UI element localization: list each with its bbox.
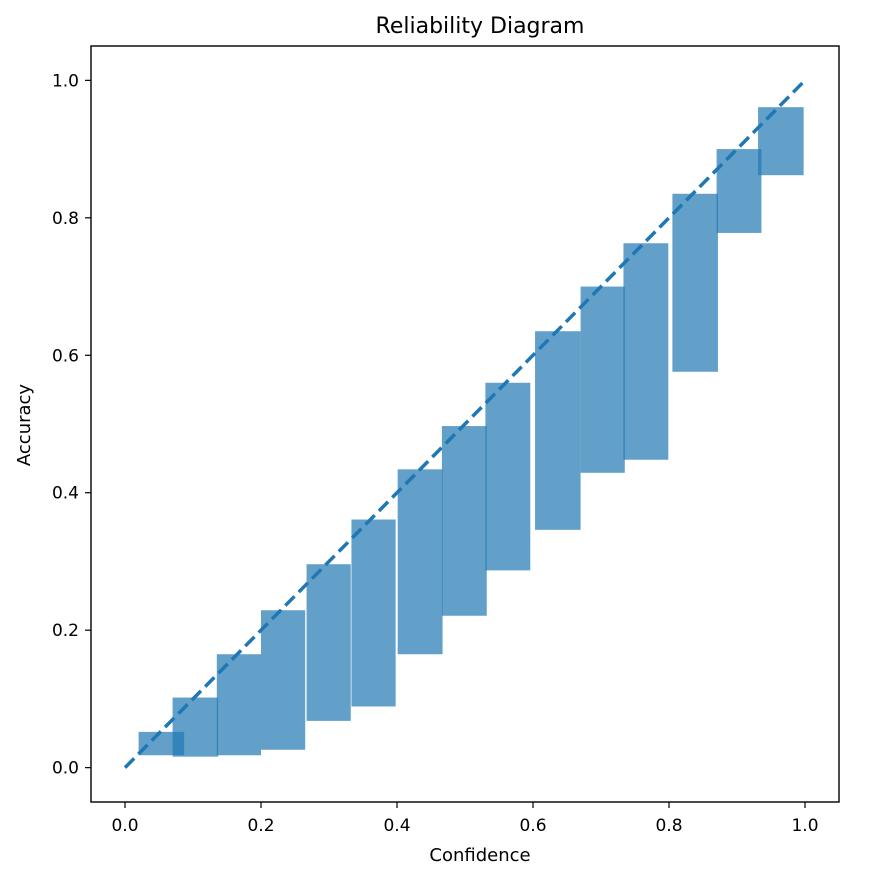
y-tick-label: 0.2 [52,621,79,641]
calibration-bar-2 [172,697,219,757]
x-axis-ticks: 0.0 0.2 0.4 0.6 0.8 1.0 [111,802,819,836]
calibration-bar-3 [216,654,261,756]
x-tick-label: 0.4 [383,816,410,836]
calibration-bar-9 [485,382,531,571]
chart-title: Reliability Diagram [376,14,585,39]
calibration-bar-10 [535,331,581,530]
y-axis-label: Accuracy [14,384,35,467]
calibration-bar-11 [580,286,625,473]
calibration-bar-15 [758,107,804,176]
x-axis-label: Confidence [429,845,530,866]
perfect-calibration-line [123,79,807,769]
x-tick-label: 0.8 [655,816,682,836]
y-tick-label: 0.0 [52,759,79,779]
x-tick-label: 0.6 [519,816,546,836]
bars-layer [138,107,804,757]
x-tick-label: 1.0 [791,816,818,836]
calibration-bar-13 [672,193,718,372]
calibration-bar-7 [397,469,443,655]
x-tick-label: 0.2 [247,816,274,836]
calibration-bar-14 [716,149,762,233]
plot-frame [90,45,840,803]
calibration-bar-4 [261,610,306,750]
y-tick-label: 1.0 [52,71,79,91]
y-tick-label: 0.6 [52,346,79,366]
calibration-bar-5 [306,564,351,721]
calibration-bar-6 [351,519,396,707]
calibration-bar-8 [441,426,487,616]
x-tick-label: 0.0 [111,816,138,836]
diagonal-layer [123,79,807,769]
y-tick-label: 0.8 [52,209,79,229]
y-axis-ticks: 0.0 0.2 0.4 0.6 0.8 1.0 [52,71,91,779]
y-tick-label: 0.4 [52,484,79,504]
calibration-bar-12 [623,243,669,460]
